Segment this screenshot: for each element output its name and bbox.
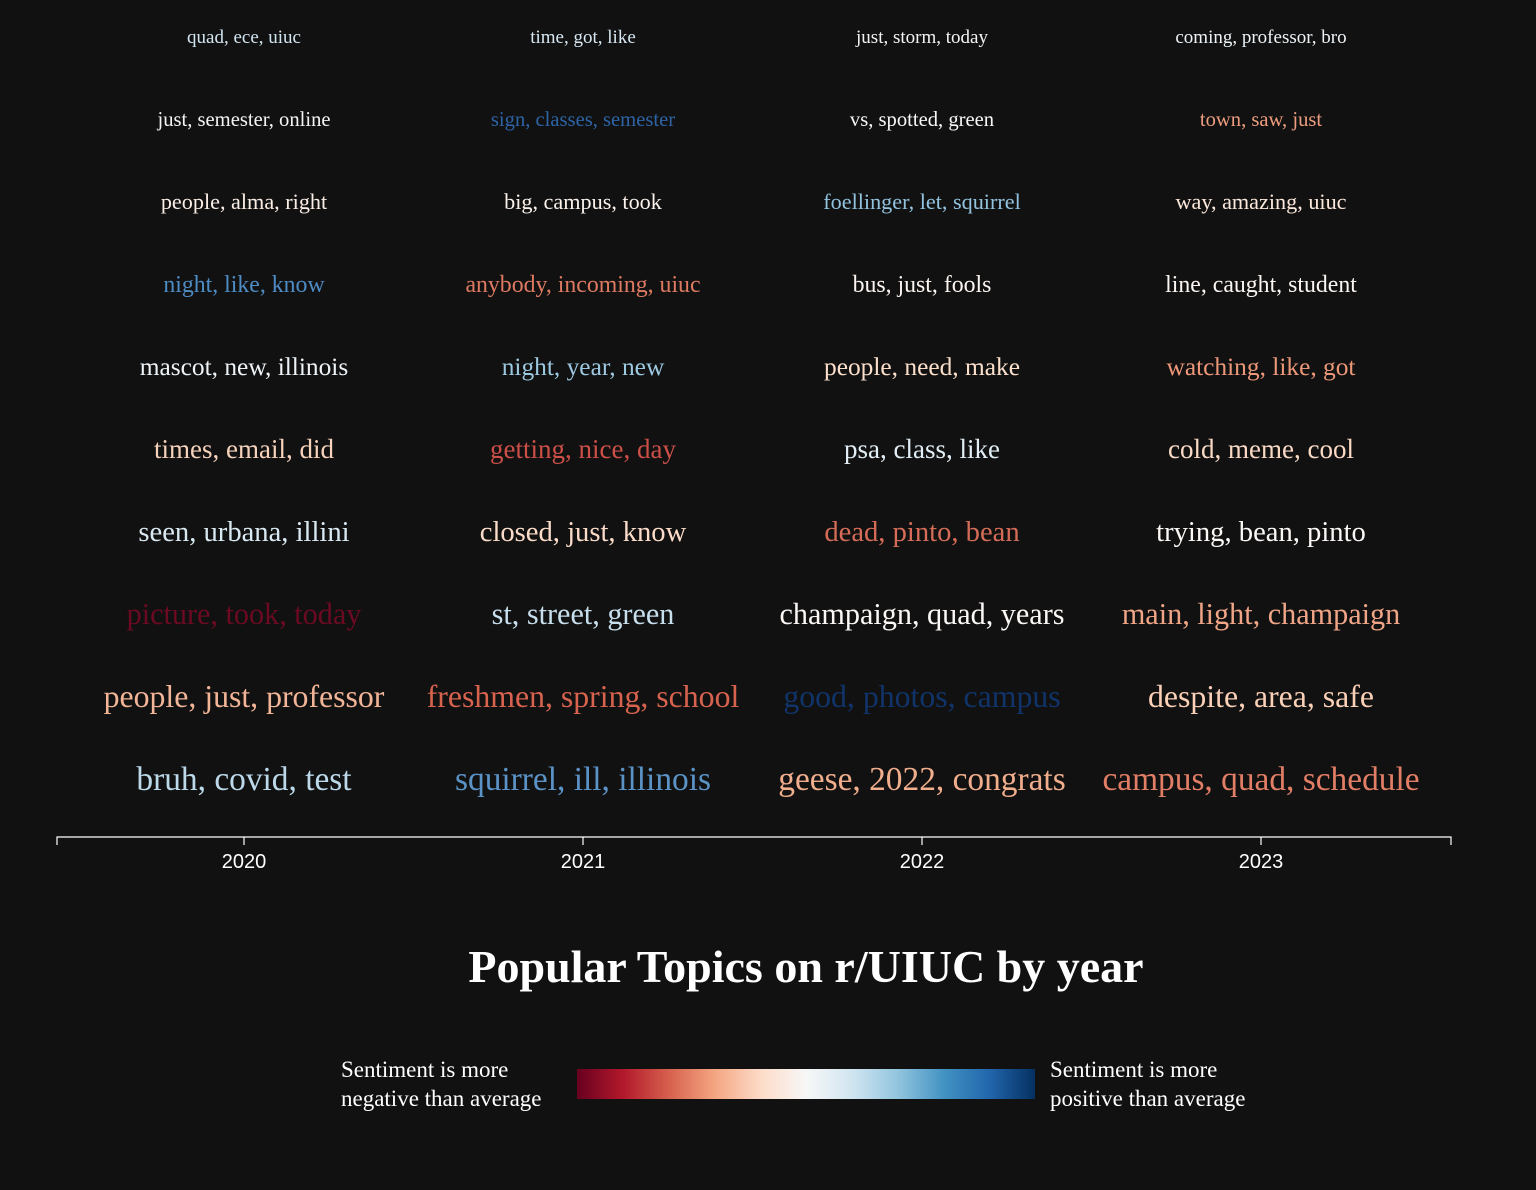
topic-label: people, alma, right bbox=[161, 189, 328, 214]
x-axis: 2020 2021 2022 2023 bbox=[56, 836, 1452, 873]
topic-label: main, light, champaign bbox=[1122, 597, 1400, 631]
topic-label: watching, like, got bbox=[1167, 353, 1356, 381]
legend-negative-line2: negative than average bbox=[341, 1086, 542, 1111]
topic-label: st, street, green bbox=[492, 597, 675, 631]
topic-label: line, caught, student bbox=[1165, 272, 1357, 298]
topic-label: quad, ece, uiuc bbox=[187, 27, 301, 48]
topic-label: dead, pinto, bean bbox=[824, 517, 1019, 548]
topic-label: picture, took, today bbox=[127, 597, 362, 631]
legend-negative-label: Sentiment is more negative than average bbox=[341, 1055, 542, 1113]
topic-label: getting, nice, day bbox=[490, 434, 676, 464]
topics-layer: quad, ece, uiuc just, semester, online peo… bbox=[104, 27, 1420, 798]
topic-label: town, saw, just bbox=[1200, 109, 1323, 131]
topic-label: vs, spotted, green bbox=[850, 109, 994, 131]
topic-label: bus, just, fools bbox=[853, 272, 992, 298]
topic-label: mascot, new, illinois bbox=[140, 353, 349, 381]
topic-label: big, campus, took bbox=[504, 189, 663, 214]
topic-label: coming, professor, bro bbox=[1175, 27, 1346, 48]
x-axis-tick-label: 2023 bbox=[1239, 851, 1284, 873]
legend-color-gradient bbox=[577, 1069, 1035, 1099]
topic-label: time, got, like bbox=[530, 27, 636, 48]
topic-label: bruh, covid, test bbox=[136, 761, 352, 798]
topic-label: people, need, make bbox=[824, 353, 1020, 381]
topic-label: closed, just, know bbox=[480, 517, 687, 548]
topic-label: just, storm, today bbox=[855, 27, 988, 48]
topic-label: sign, classes, semester bbox=[491, 109, 675, 131]
topic-label: people, just, professor bbox=[104, 679, 385, 714]
topic-label: geese, 2022, congrats bbox=[778, 761, 1065, 798]
topic-label: just, semester, online bbox=[156, 109, 330, 131]
topic-label: cold, meme, cool bbox=[1168, 434, 1354, 464]
topic-label: night, year, new bbox=[502, 353, 665, 381]
topic-label: trying, bean, pinto bbox=[1156, 517, 1366, 548]
legend-positive-line2: positive than average bbox=[1050, 1086, 1246, 1111]
topics-chart: quad, ece, uiuc just, semester, online peo… bbox=[56, 27, 1452, 873]
topic-label: campus, quad, schedule bbox=[1102, 761, 1419, 798]
topic-label: night, like, know bbox=[163, 272, 325, 298]
topic-label: seen, urbana, illini bbox=[138, 517, 349, 548]
topic-label: champaign, quad, years bbox=[780, 597, 1065, 631]
chart-title: Popular Topics on r/UIUC by year bbox=[468, 941, 1144, 992]
legend-positive-label: Sentiment is more positive than average bbox=[1050, 1055, 1245, 1113]
x-axis-tick-label: 2020 bbox=[222, 851, 267, 873]
legend-negative-line1: Sentiment is more bbox=[341, 1057, 509, 1082]
topic-label: psa, class, like bbox=[844, 434, 1000, 464]
topic-label: way, amazing, uiuc bbox=[1175, 189, 1346, 214]
topic-label: anybody, incoming, uiuc bbox=[465, 272, 700, 298]
topic-label: foellinger, let, squirrel bbox=[823, 189, 1021, 214]
topic-label: freshmen, spring, school bbox=[427, 679, 740, 714]
topic-label: squirrel, ill, illinois bbox=[455, 761, 711, 798]
topic-label: despite, area, safe bbox=[1148, 679, 1374, 714]
topic-label: times, email, did bbox=[154, 434, 334, 464]
topic-label: good, photos, campus bbox=[783, 679, 1060, 714]
x-axis-tick-label: 2022 bbox=[900, 851, 945, 873]
legend-positive-line1: Sentiment is more bbox=[1050, 1057, 1218, 1082]
x-axis-domain bbox=[56, 836, 1452, 845]
x-axis-tick-label: 2021 bbox=[561, 851, 606, 873]
